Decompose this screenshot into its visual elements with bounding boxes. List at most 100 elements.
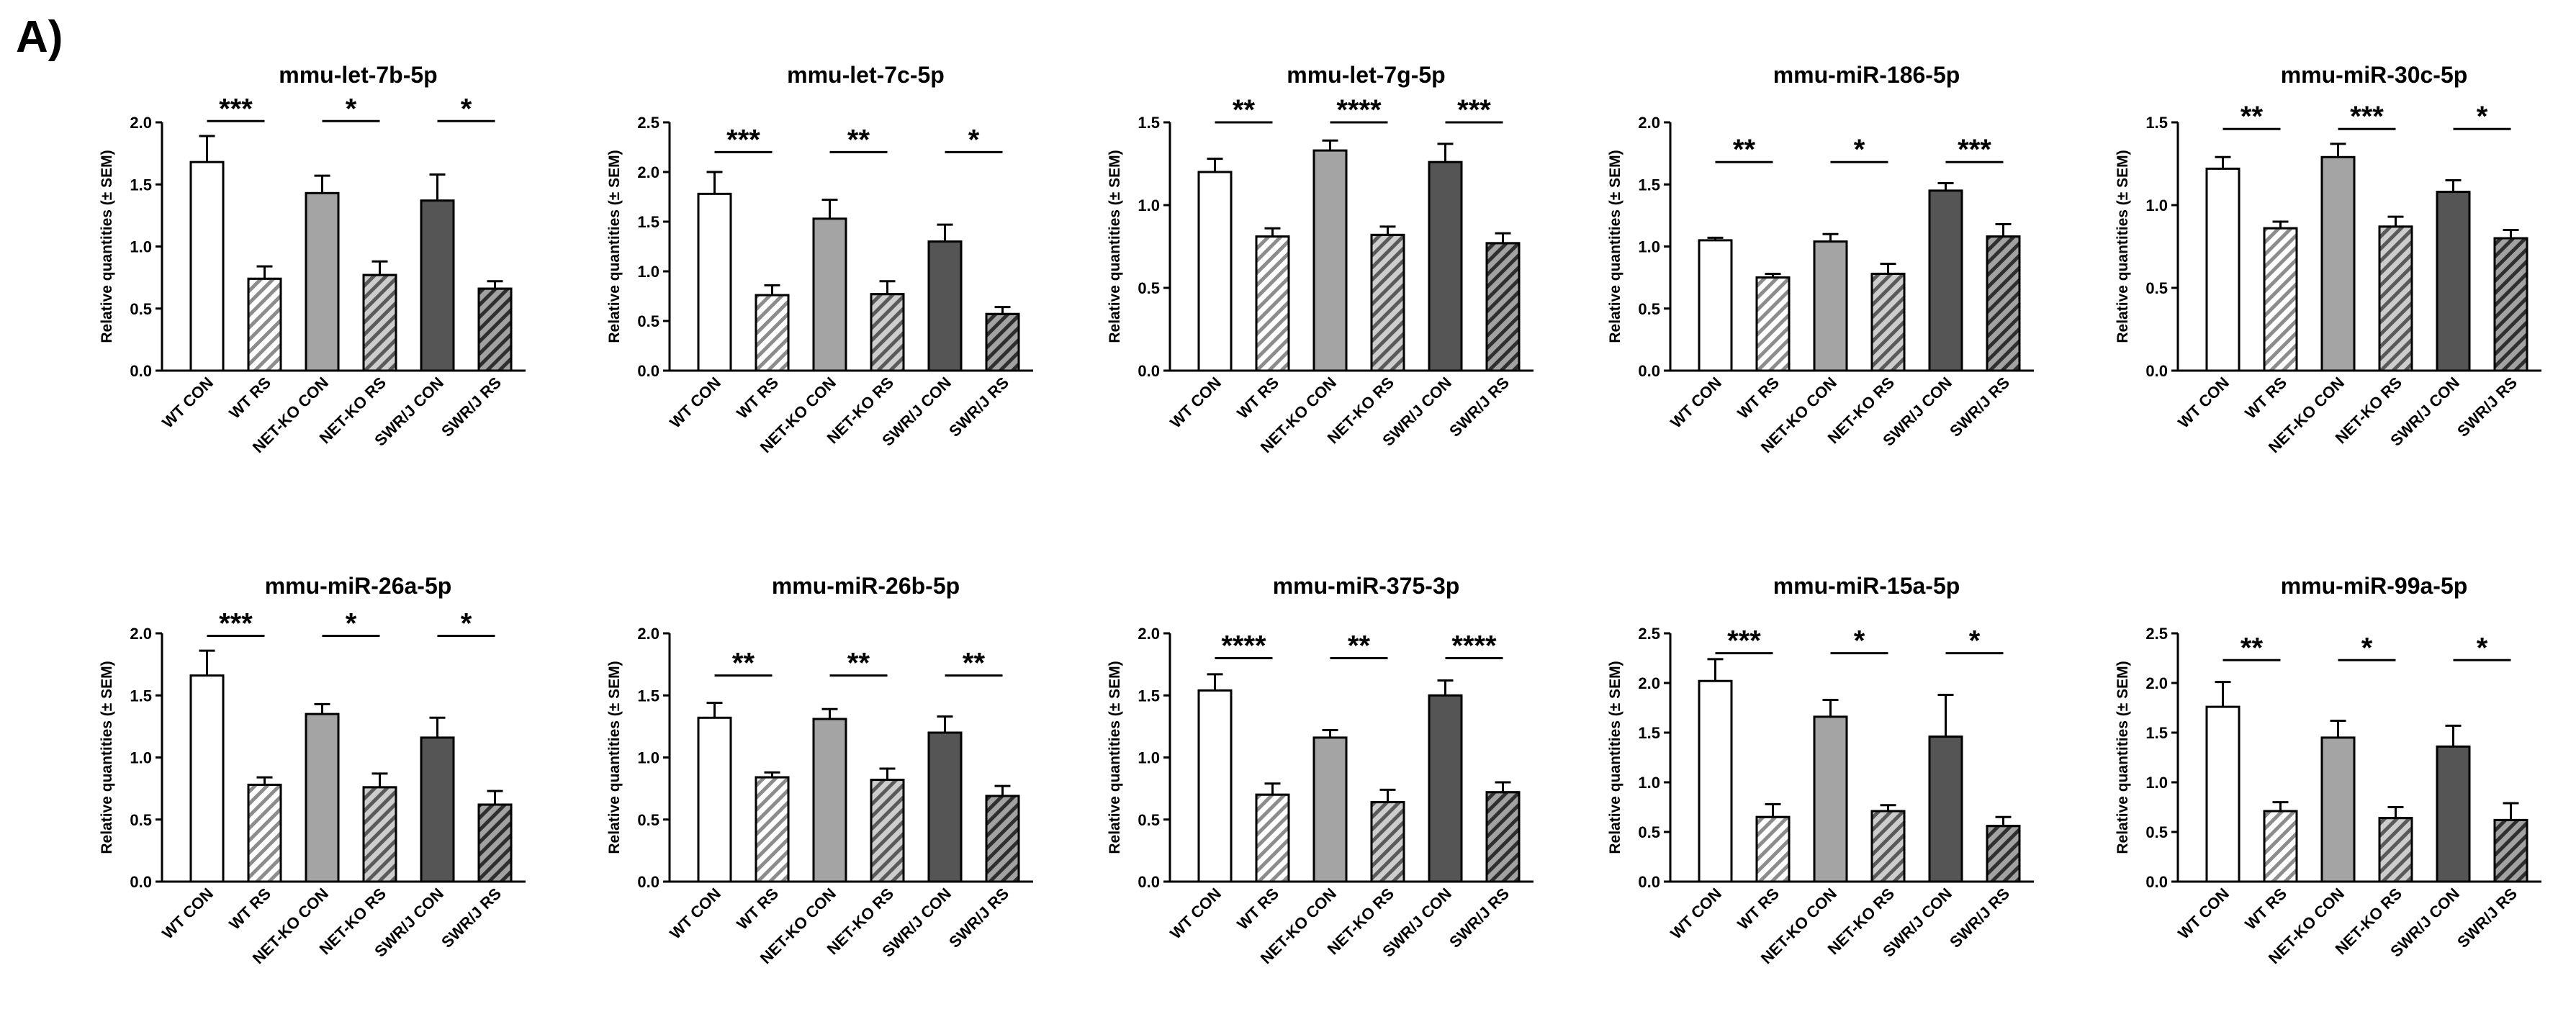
- bar-hatch-tint: [985, 312, 1020, 372]
- significance-label: ***: [1958, 134, 1991, 166]
- bar-hatch-tint: [1370, 801, 1405, 883]
- significance-label: *: [461, 607, 472, 639]
- bar-hatch-tint: [362, 273, 397, 372]
- bar-hatch-tint: [247, 783, 282, 883]
- y-tick-label: 0.0: [637, 873, 659, 891]
- bar: [1428, 694, 1463, 883]
- y-tick-label: 0.5: [2145, 279, 2168, 297]
- y-tick-label: 2.0: [2145, 674, 2168, 692]
- category-label: SWR/J RS: [2454, 374, 2521, 440]
- bar: [2205, 705, 2241, 883]
- significance-label: ***: [1457, 94, 1491, 126]
- y-tick-label: 0.0: [130, 873, 152, 891]
- significance-label: **: [732, 648, 755, 679]
- category-label: WT CON: [158, 884, 217, 943]
- y-tick-label: 1.5: [1138, 687, 1160, 705]
- bar: [812, 217, 847, 372]
- bar: [189, 160, 225, 372]
- bar-hatch-tint: [1986, 825, 2021, 883]
- chart-title: mmu-miR-26b-5p: [772, 573, 960, 599]
- significance-label: ****: [1221, 630, 1266, 662]
- bar: [697, 192, 732, 372]
- category-label: SWR/J RS: [438, 374, 505, 440]
- y-tick-label: 2.5: [1638, 625, 1660, 643]
- y-tick-label: 0.0: [1138, 873, 1160, 891]
- y-axis-label: Relative quantities (± SEM): [606, 661, 623, 854]
- y-tick-label: 1.5: [130, 176, 152, 194]
- significance-label: *: [346, 607, 357, 639]
- y-tick-label: 1.0: [1638, 774, 1660, 792]
- bar-hatch-tint: [755, 776, 790, 883]
- category-label: SWR/J RS: [2454, 884, 2521, 951]
- bar-hatch-tint: [1485, 242, 1521, 372]
- bar-hatch-tint: [1755, 815, 1791, 883]
- y-tick-label: 1.0: [2145, 774, 2168, 792]
- chart-title: mmu-miR-375-3p: [1273, 573, 1460, 599]
- bar-hatch-tint: [2263, 810, 2298, 883]
- y-tick-label: 1.0: [637, 749, 659, 767]
- bar-hatch-tint: [1255, 793, 1290, 883]
- chart-mmu-let-7b-5p: mmu-let-7b-5p Relative quantities (± SEM)…: [99, 62, 526, 456]
- y-tick-label: 1.5: [1638, 724, 1660, 742]
- chart-title: mmu-miR-26a-5p: [265, 573, 452, 599]
- bar: [1928, 189, 1963, 372]
- chart-mmu-miR-15a-5p: mmu-miR-15a-5p Relative quantities (± SEM…: [1607, 573, 2034, 967]
- y-tick-label: 2.0: [1638, 674, 1660, 692]
- bar: [420, 199, 455, 372]
- bar: [1312, 149, 1348, 372]
- bar: [1197, 171, 1233, 372]
- y-tick-label: 0.0: [130, 362, 152, 380]
- y-tick-label: 0.5: [1138, 279, 1160, 297]
- chart-mmu-let-7c-5p: mmu-let-7c-5p Relative quantities (± SEM)…: [606, 62, 1033, 456]
- bar: [697, 716, 732, 883]
- y-tick-label: 0.5: [1138, 811, 1160, 829]
- bar: [1813, 715, 1848, 883]
- y-tick-label: 1.5: [1638, 176, 1660, 194]
- significance-label: ***: [219, 607, 253, 639]
- significance-label: **: [847, 124, 870, 155]
- significance-label: ***: [219, 93, 253, 125]
- chart-title: mmu-miR-30c-5p: [2281, 62, 2468, 88]
- category-label: WT RS: [1734, 884, 1783, 933]
- y-tick-label: 1.0: [1138, 749, 1160, 767]
- y-tick-label: 1.5: [1138, 114, 1160, 132]
- bar: [812, 718, 847, 883]
- bar: [189, 674, 225, 883]
- chart-mmu-miR-186-5p: mmu-miR-186-5p Relative quantities (± SEM…: [1607, 62, 2034, 456]
- y-axis-label: Relative quantities (± SEM): [99, 150, 115, 343]
- y-tick-label: 0.5: [637, 312, 659, 330]
- significance-label: ****: [1451, 630, 1497, 662]
- y-tick-label: 0.0: [2145, 362, 2168, 380]
- chart-title: mmu-let-7b-5p: [279, 62, 437, 88]
- panel-label: A): [16, 12, 63, 62]
- y-tick-label: 2.0: [130, 625, 152, 643]
- bar: [1813, 240, 1848, 372]
- significance-label: *: [1854, 134, 1865, 166]
- category-label: WT CON: [2174, 884, 2233, 943]
- y-tick-label: 0.0: [2145, 873, 2168, 891]
- y-tick-label: 2.0: [130, 114, 152, 132]
- bar-hatch-tint: [1370, 233, 1405, 372]
- category-label: WT RS: [733, 884, 782, 933]
- y-tick-label: 0.0: [1138, 362, 1160, 380]
- significance-label: **: [963, 648, 986, 679]
- y-tick-label: 2.5: [637, 114, 659, 132]
- chart-title: mmu-miR-15a-5p: [1773, 573, 1960, 599]
- bar: [2436, 745, 2471, 883]
- bar: [1698, 239, 1733, 372]
- category-label: WT CON: [666, 884, 724, 943]
- significance-label: *: [346, 93, 357, 125]
- category-label: WT CON: [2174, 374, 2233, 432]
- category-label: WT RS: [1233, 884, 1282, 933]
- bar: [1698, 679, 1733, 883]
- y-tick-label: 0.0: [1638, 873, 1660, 891]
- y-tick-label: 2.0: [1638, 114, 1660, 132]
- y-tick-label: 0.5: [2145, 823, 2168, 841]
- bar-hatch-tint: [870, 293, 905, 372]
- significance-label: *: [2477, 632, 2488, 664]
- category-label: SWR/J RS: [1446, 884, 1513, 951]
- y-tick-label: 1.0: [130, 238, 152, 256]
- significance-label: **: [847, 648, 870, 679]
- category-label: SWR/J RS: [1946, 884, 2013, 951]
